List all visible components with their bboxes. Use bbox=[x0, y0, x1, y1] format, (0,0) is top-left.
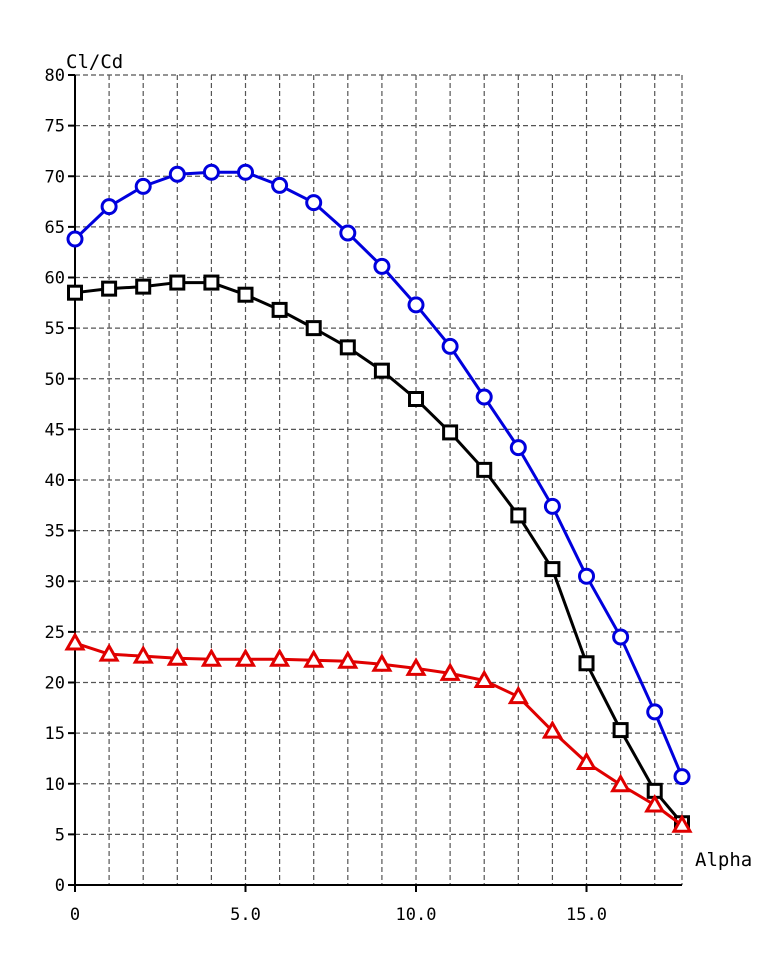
data-point bbox=[168, 165, 186, 183]
data-point bbox=[673, 768, 691, 786]
data-point bbox=[135, 278, 152, 295]
y-tick-label: 75 bbox=[45, 117, 65, 137]
ticks bbox=[68, 74, 588, 892]
y-tick-label: 25 bbox=[45, 623, 65, 643]
data-point bbox=[476, 461, 493, 478]
y-tick-label: 40 bbox=[45, 471, 65, 491]
data-point bbox=[203, 274, 220, 291]
data-point bbox=[305, 320, 322, 337]
data-point bbox=[441, 337, 459, 355]
x-tick-label: 15.0 bbox=[566, 905, 607, 925]
data-point bbox=[612, 628, 630, 646]
data-point bbox=[612, 722, 629, 739]
data-point bbox=[408, 391, 425, 407]
y-tick-label: 0 bbox=[55, 876, 65, 896]
data-point bbox=[339, 339, 356, 356]
series bbox=[64, 163, 693, 833]
y-tick-label: 15 bbox=[45, 724, 65, 744]
x-tick-label: 10.0 bbox=[396, 905, 437, 925]
y-tick-label: 65 bbox=[45, 218, 65, 238]
data-point bbox=[339, 224, 357, 242]
data-point bbox=[578, 655, 595, 672]
y-tick-label: 45 bbox=[45, 420, 65, 440]
y-tick-label: 10 bbox=[45, 775, 65, 795]
data-point bbox=[405, 657, 427, 676]
data-point bbox=[98, 643, 120, 662]
data-point bbox=[442, 424, 459, 441]
data-point bbox=[610, 773, 632, 793]
y-tick-label: 30 bbox=[45, 572, 65, 592]
data-point bbox=[67, 284, 83, 301]
data-point bbox=[66, 230, 84, 248]
data-point bbox=[475, 388, 493, 406]
data-point bbox=[169, 274, 186, 291]
data-point bbox=[373, 257, 391, 275]
data-point bbox=[646, 703, 664, 721]
data-point bbox=[510, 507, 527, 524]
series-circle bbox=[66, 163, 691, 786]
y-tick-label: 55 bbox=[45, 319, 65, 339]
data-point bbox=[644, 793, 666, 813]
data-point bbox=[132, 645, 154, 664]
data-point bbox=[578, 567, 596, 585]
x-axis-title: Alpha bbox=[695, 849, 752, 871]
data-point bbox=[544, 561, 561, 578]
data-point bbox=[575, 751, 598, 770]
data-point bbox=[200, 648, 222, 667]
data-point bbox=[134, 177, 152, 195]
x-tick-label: 0 bbox=[70, 905, 80, 925]
data-point bbox=[509, 439, 527, 457]
data-point bbox=[269, 648, 291, 667]
data-point bbox=[373, 362, 390, 379]
y-axis-title: Cl/Cd bbox=[66, 51, 123, 73]
data-point bbox=[202, 163, 220, 181]
data-point bbox=[166, 647, 188, 666]
y-tick-label: 60 bbox=[45, 269, 65, 289]
y-tick-label: 70 bbox=[45, 167, 65, 187]
data-point bbox=[305, 194, 323, 212]
data-point bbox=[271, 176, 289, 194]
data-point bbox=[100, 198, 118, 216]
data-point bbox=[101, 280, 118, 297]
x-tick-label: 5.0 bbox=[230, 905, 261, 925]
data-point bbox=[671, 814, 693, 833]
y-tick-label: 50 bbox=[45, 370, 65, 390]
y-tick-label: 80 bbox=[45, 66, 65, 86]
series-triangle bbox=[64, 631, 693, 833]
data-point bbox=[303, 649, 325, 668]
y-tick-label: 20 bbox=[45, 674, 65, 694]
tick-labels: 0 5 10 15 20 25 30 35 40 45 50 55 60 65 70 75 80 0 5.0 10.0… bbox=[45, 66, 607, 925]
data-point bbox=[337, 650, 359, 669]
data-point bbox=[407, 296, 425, 314]
data-point bbox=[271, 301, 288, 318]
data-point bbox=[541, 720, 564, 739]
data-point bbox=[473, 669, 495, 688]
y-tick-label: 5 bbox=[55, 825, 65, 845]
data-point bbox=[543, 497, 561, 515]
series-square bbox=[67, 274, 690, 832]
data-point bbox=[507, 685, 529, 705]
data-point bbox=[237, 286, 254, 303]
data-point bbox=[64, 631, 86, 651]
data-point bbox=[371, 653, 393, 672]
data-point bbox=[439, 662, 461, 681]
data-point bbox=[237, 163, 255, 181]
y-tick-label: 35 bbox=[45, 522, 65, 542]
data-point bbox=[234, 648, 257, 667]
